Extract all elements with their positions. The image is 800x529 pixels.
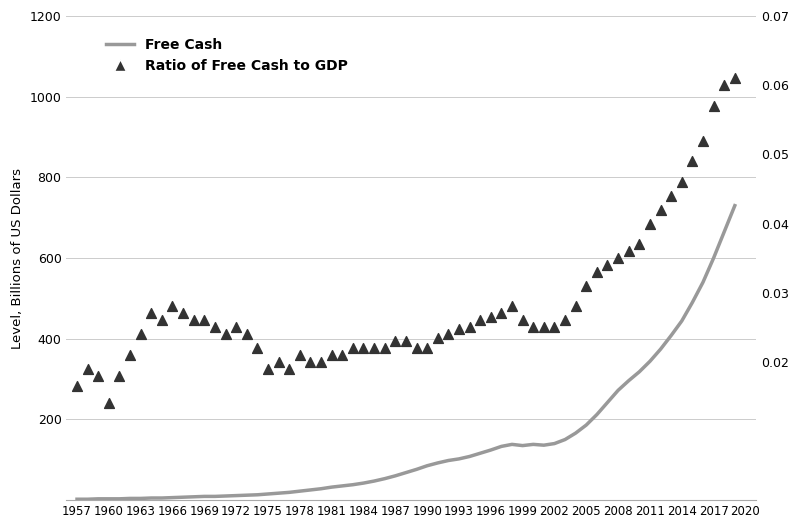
- Point: [675, 178, 688, 186]
- Point: [527, 323, 540, 332]
- Point: [219, 330, 232, 339]
- Point: [421, 344, 434, 352]
- Point: [102, 399, 115, 407]
- Point: [240, 330, 253, 339]
- Point: [187, 316, 200, 324]
- Point: [654, 205, 667, 214]
- Point: [538, 323, 550, 332]
- Point: [262, 364, 274, 373]
- Point: [326, 351, 338, 359]
- Point: [134, 330, 147, 339]
- Point: [590, 268, 603, 276]
- Point: [209, 323, 222, 332]
- Point: [601, 261, 614, 269]
- Point: [697, 136, 710, 145]
- Point: [124, 351, 137, 359]
- Point: [92, 371, 105, 380]
- Point: [686, 157, 698, 166]
- Point: [633, 240, 646, 249]
- Point: [570, 302, 582, 311]
- Point: [474, 316, 486, 324]
- Point: [495, 309, 508, 317]
- Point: [442, 330, 454, 339]
- Point: [336, 351, 349, 359]
- Point: [82, 364, 94, 373]
- Point: [622, 247, 635, 256]
- Point: [70, 382, 83, 390]
- Point: [198, 316, 210, 324]
- Point: [516, 316, 529, 324]
- Point: [453, 324, 466, 333]
- Y-axis label: Level, Billions of US Dollars: Level, Billions of US Dollars: [11, 168, 24, 349]
- Point: [368, 344, 381, 352]
- Point: [643, 220, 656, 228]
- Legend: Free Cash, Ratio of Free Cash to GDP: Free Cash, Ratio of Free Cash to GDP: [101, 33, 354, 79]
- Point: [580, 281, 593, 290]
- Point: [548, 323, 561, 332]
- Point: [463, 323, 476, 332]
- Point: [113, 371, 126, 380]
- Point: [251, 344, 264, 352]
- Point: [177, 309, 190, 317]
- Point: [665, 191, 678, 200]
- Point: [230, 323, 242, 332]
- Point: [558, 316, 571, 324]
- Point: [145, 309, 158, 317]
- Point: [729, 74, 742, 83]
- Point: [357, 344, 370, 352]
- Point: [506, 302, 518, 311]
- Point: [294, 351, 306, 359]
- Point: [707, 102, 720, 110]
- Point: [166, 302, 179, 311]
- Point: [389, 337, 402, 345]
- Point: [484, 313, 497, 321]
- Point: [718, 81, 730, 89]
- Point: [378, 344, 391, 352]
- Point: [612, 254, 625, 262]
- Point: [314, 358, 327, 366]
- Point: [410, 344, 423, 352]
- Point: [272, 358, 285, 366]
- Point: [155, 316, 168, 324]
- Point: [346, 344, 359, 352]
- Point: [283, 364, 296, 373]
- Point: [304, 358, 317, 366]
- Point: [399, 337, 412, 345]
- Point: [431, 333, 444, 342]
